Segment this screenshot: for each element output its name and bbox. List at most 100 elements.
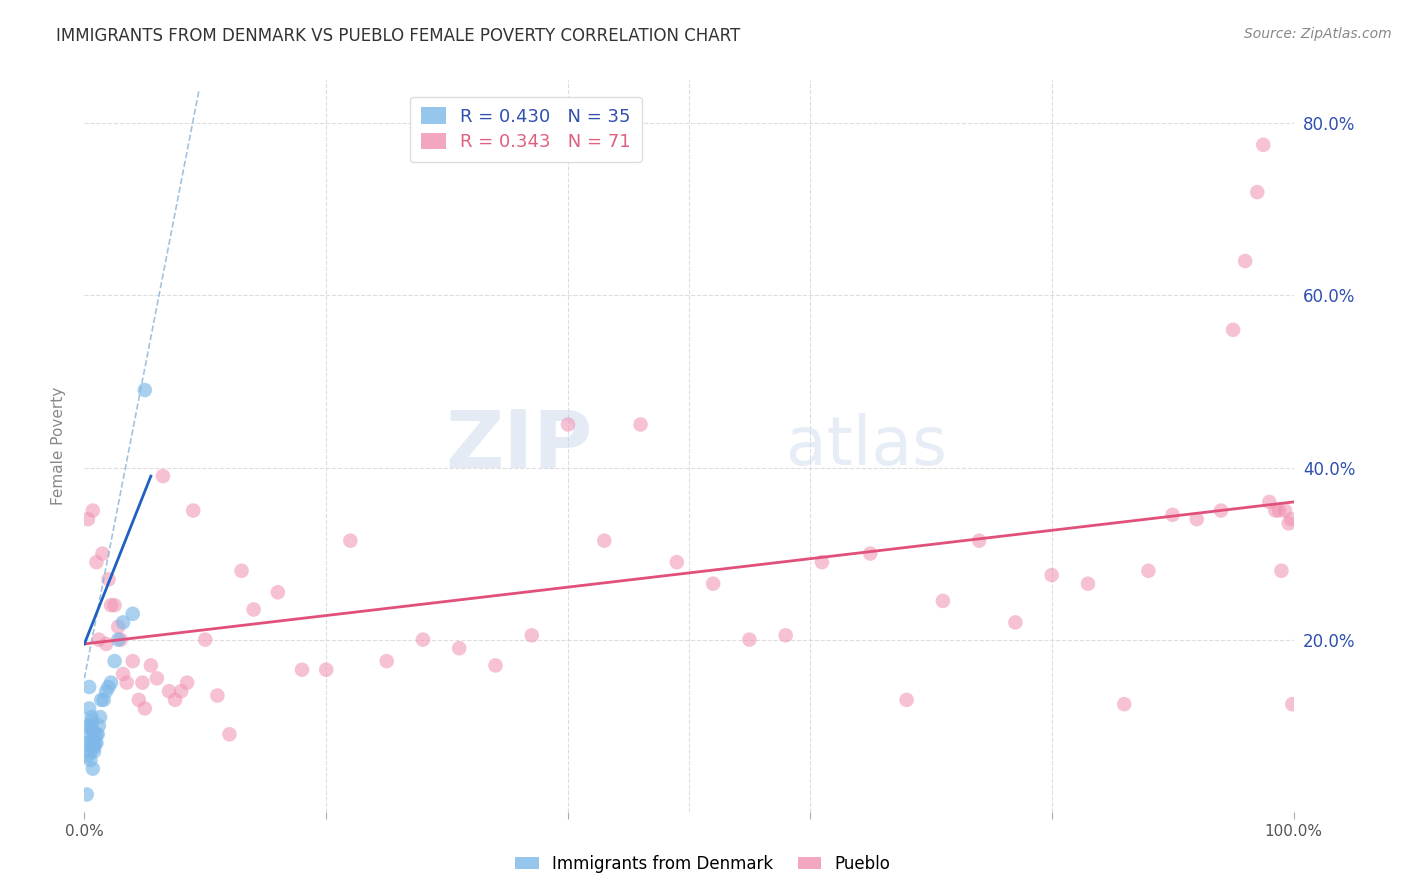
Point <box>1281 697 1303 711</box>
Point <box>1279 512 1302 526</box>
Point <box>83 727 105 741</box>
Point <box>181 503 204 517</box>
Point <box>665 555 688 569</box>
Point <box>1209 503 1232 517</box>
Point <box>811 555 834 569</box>
Point <box>1253 137 1275 152</box>
Point <box>86 736 108 750</box>
Point <box>176 675 198 690</box>
Point <box>484 658 506 673</box>
Point <box>738 632 761 647</box>
Point <box>107 632 129 647</box>
Point <box>80 719 103 733</box>
Point <box>557 417 579 432</box>
Point <box>94 637 117 651</box>
Point <box>267 585 290 599</box>
Point <box>859 547 882 561</box>
Text: Source: ZipAtlas.com: Source: ZipAtlas.com <box>1244 27 1392 41</box>
Point <box>87 719 110 733</box>
Point <box>315 663 337 677</box>
Point <box>84 736 107 750</box>
Point <box>89 710 111 724</box>
Point <box>412 632 434 647</box>
Point <box>291 663 314 677</box>
Point <box>1077 576 1099 591</box>
Point <box>82 503 104 517</box>
Point <box>80 714 103 729</box>
Point <box>100 598 122 612</box>
Point <box>1264 503 1286 517</box>
Point <box>339 533 361 548</box>
Y-axis label: Female Poverty: Female Poverty <box>51 387 66 505</box>
Point <box>79 727 101 741</box>
Point <box>170 684 193 698</box>
Point <box>1246 185 1268 199</box>
Point <box>194 632 217 647</box>
Point <box>131 675 153 690</box>
Point <box>165 693 187 707</box>
Point <box>104 598 127 612</box>
Point <box>86 727 108 741</box>
Point <box>932 594 955 608</box>
Point <box>218 727 240 741</box>
Point <box>90 693 112 707</box>
Point <box>134 701 156 715</box>
Point <box>77 680 100 694</box>
Point <box>128 693 150 707</box>
Point <box>77 736 100 750</box>
Point <box>1161 508 1184 522</box>
Point <box>1137 564 1160 578</box>
Point <box>112 667 135 681</box>
Point <box>139 658 162 673</box>
Point <box>1004 615 1026 630</box>
Point <box>115 675 138 690</box>
Point <box>1040 568 1063 582</box>
Point <box>1274 503 1296 517</box>
Point <box>449 641 471 656</box>
Point <box>97 573 120 587</box>
Point <box>152 469 174 483</box>
Point <box>146 671 169 685</box>
Point <box>86 727 108 741</box>
Point <box>87 632 110 647</box>
Point <box>1270 564 1292 578</box>
Point <box>207 689 229 703</box>
Point <box>100 675 122 690</box>
Point <box>82 736 104 750</box>
Point <box>86 555 108 569</box>
Point <box>121 607 143 621</box>
Point <box>121 654 143 668</box>
Point <box>1185 512 1208 526</box>
Point <box>83 744 105 758</box>
Point <box>97 680 120 694</box>
Point <box>79 736 101 750</box>
Point <box>77 701 100 715</box>
Point <box>967 533 990 548</box>
Point <box>79 753 101 767</box>
Point <box>94 684 117 698</box>
Text: ZIP: ZIP <box>444 407 592 485</box>
Point <box>702 576 724 591</box>
Point <box>93 693 115 707</box>
Point <box>896 693 918 707</box>
Point <box>157 684 180 698</box>
Point <box>77 748 100 763</box>
Text: atlas: atlas <box>786 413 946 479</box>
Point <box>77 512 100 526</box>
Point <box>375 654 398 668</box>
Point <box>104 654 127 668</box>
Point <box>1258 495 1281 509</box>
Point <box>630 417 652 432</box>
Point <box>79 744 101 758</box>
Point <box>83 740 105 755</box>
Point <box>242 602 264 616</box>
Point <box>775 628 797 642</box>
Point <box>1222 323 1244 337</box>
Point <box>77 719 100 733</box>
Point <box>231 564 253 578</box>
Point <box>520 628 543 642</box>
Legend: Immigrants from Denmark, Pueblo: Immigrants from Denmark, Pueblo <box>509 848 897 880</box>
Point <box>1114 697 1136 711</box>
Point <box>82 762 104 776</box>
Legend: R = 0.430   N = 35, R = 0.343   N = 71: R = 0.430 N = 35, R = 0.343 N = 71 <box>409 96 641 162</box>
